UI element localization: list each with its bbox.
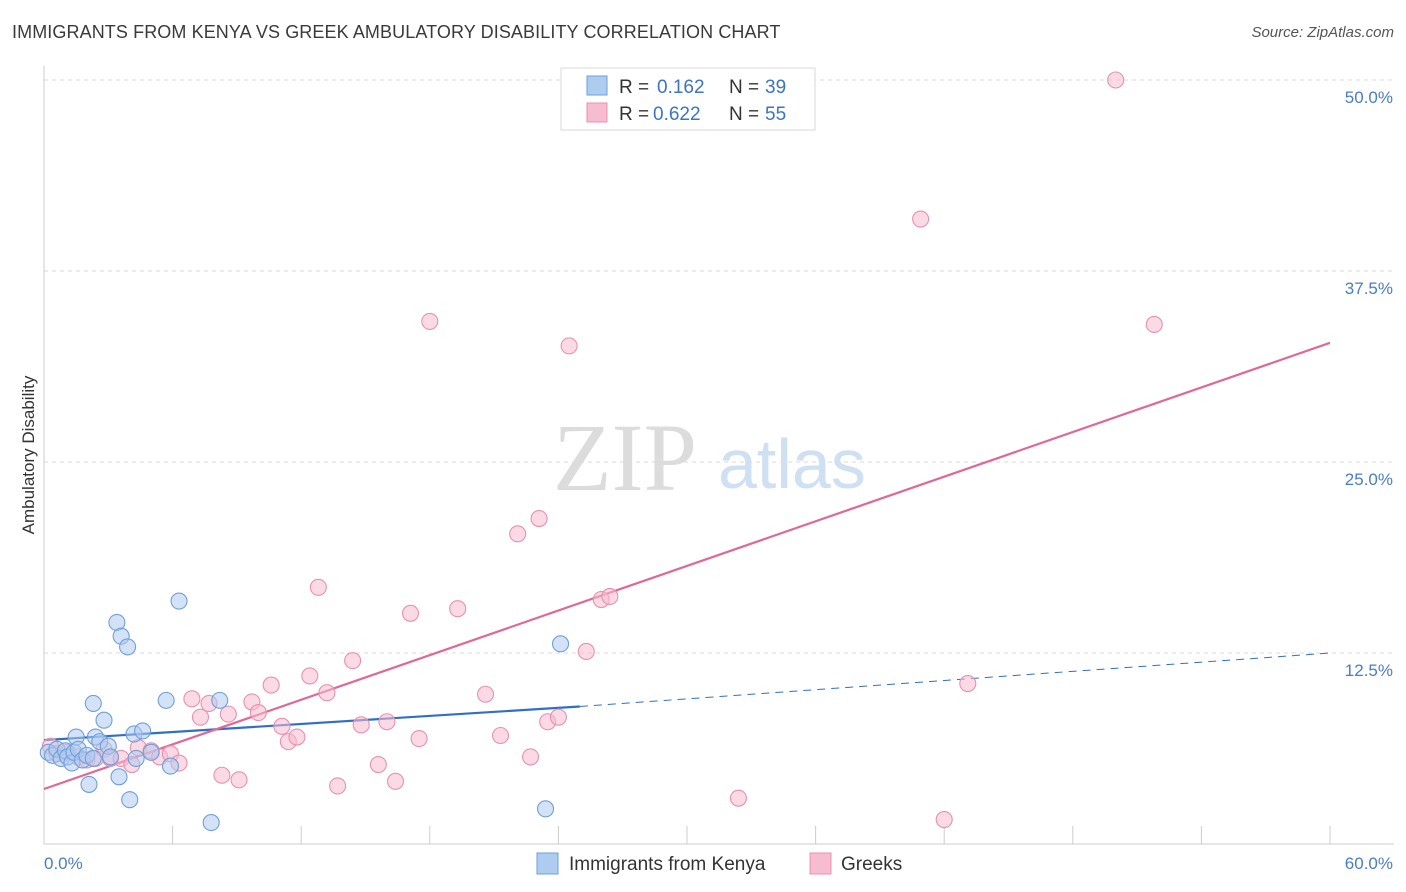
- point-greeks-19: [219, 705, 237, 723]
- point-greeks-24: [273, 717, 291, 735]
- source-label: Source: ZipAtlas.com: [1251, 24, 1394, 41]
- watermark-atlas: atlas: [718, 425, 866, 503]
- point-kenya-13: [84, 749, 102, 767]
- point-kenya-32: [202, 814, 220, 832]
- point-kenya-28: [142, 743, 160, 761]
- point-kenya-31: [170, 592, 188, 610]
- point-greeks-26: [288, 728, 306, 746]
- legend-r-value-greeks: 0.622: [653, 104, 701, 125]
- point-kenya-33: [211, 691, 229, 709]
- watermark-zip: ZIP: [553, 404, 697, 511]
- point-greeks-36: [401, 604, 420, 622]
- point-greeks-16: [191, 708, 210, 726]
- point-greeks-39: [449, 600, 467, 618]
- bottom-legend-label-greeks: Greeks: [841, 854, 902, 875]
- legend-swatch-kenya: [586, 75, 608, 96]
- legend-swatch-greeks: [586, 102, 608, 123]
- point-kenya-14: [84, 694, 102, 712]
- point-kenya-23: [119, 638, 137, 656]
- x-tick-label-0: 0.0%: [44, 854, 83, 873]
- point-kenya-19: [101, 748, 119, 766]
- point-greeks-51: [729, 789, 747, 807]
- point-kenya-24: [121, 791, 139, 809]
- legend-n-value-greeks: 55: [765, 104, 786, 125]
- point-kenya-30: [161, 757, 180, 775]
- data-points: [39, 71, 1163, 832]
- point-greeks-23: [262, 676, 280, 694]
- point-greeks-53: [935, 811, 953, 829]
- trend-line-kenya-extension: [579, 652, 1331, 707]
- point-greeks-43: [521, 748, 540, 766]
- point-greeks-44: [530, 509, 548, 528]
- y-tick-label-3: 50.0%: [1345, 88, 1393, 107]
- point-greeks-35: [386, 772, 405, 790]
- bottom-legend-swatch-kenya: [536, 852, 559, 875]
- point-greeks-47: [560, 337, 578, 355]
- point-greeks-52: [912, 210, 930, 228]
- bottom-legend: Immigrants from Kenya Greeks: [536, 852, 902, 875]
- legend-n-label-greeks: N =: [729, 104, 759, 125]
- point-kenya-12: [80, 775, 98, 793]
- point-kenya-29: [157, 691, 175, 709]
- point-greeks-32: [352, 716, 370, 734]
- point-greeks-50: [601, 587, 619, 606]
- point-greeks-34: [378, 713, 396, 731]
- point-greeks-31: [344, 652, 362, 670]
- bottom-legend-swatch-greeks: [809, 852, 832, 875]
- legend-r-label-greeks: R =: [619, 104, 649, 125]
- point-greeks-18: [213, 766, 231, 784]
- x-tick-label-1: 60.0%: [1345, 854, 1393, 873]
- legend-n-label-kenya: N =: [729, 77, 759, 98]
- legend-r-value-kenya: 0.162: [657, 77, 705, 98]
- axes: [43, 66, 1394, 845]
- point-kenya-34: [551, 635, 570, 653]
- point-kenya-26: [127, 749, 145, 767]
- point-greeks-15: [183, 690, 201, 708]
- grid-lines: [44, 79, 1394, 654]
- point-greeks-55: [1107, 71, 1125, 89]
- point-greeks-46: [549, 708, 567, 726]
- point-greeks-27: [301, 667, 319, 685]
- point-kenya-35: [536, 800, 555, 818]
- bottom-legend-label-kenya: Immigrants from Kenya: [569, 854, 766, 875]
- point-greeks-38: [421, 312, 439, 330]
- point-greeks-54: [959, 675, 977, 693]
- point-greeks-42: [509, 525, 527, 543]
- y-tick-label-1: 25.0%: [1345, 470, 1393, 489]
- point-greeks-29: [318, 684, 336, 702]
- point-kenya-27: [134, 722, 152, 740]
- y-axis-label: Ambulatory Disability: [19, 375, 38, 534]
- point-greeks-28: [309, 578, 327, 596]
- tick-labels: 12.5% 25.0% 37.5% 50.0% 0.0% 60.0%: [44, 88, 1393, 873]
- y-tick-label-2: 37.5%: [1345, 279, 1393, 298]
- point-greeks-37: [410, 730, 428, 748]
- point-greeks-33: [369, 755, 387, 774]
- legend: R = 0.162 N = 39 R = 0.622 N = 55: [560, 67, 816, 131]
- point-greeks-56: [1145, 315, 1163, 334]
- legend-r-label-kenya: R =: [619, 77, 649, 98]
- point-greeks-20: [230, 771, 248, 789]
- point-greeks-40: [476, 685, 495, 703]
- point-greeks-22: [249, 704, 267, 722]
- y-tick-label-0: 12.5%: [1345, 661, 1393, 680]
- chart-title: IMMIGRANTS FROM KENYA VS GREEK AMBULATOR…: [12, 22, 781, 42]
- point-greeks-48: [577, 642, 595, 661]
- point-kenya-21: [110, 768, 128, 786]
- point-kenya-17: [95, 711, 113, 729]
- point-greeks-30: [329, 777, 347, 795]
- legend-n-value-kenya: 39: [765, 77, 786, 98]
- point-greeks-41: [491, 726, 510, 745]
